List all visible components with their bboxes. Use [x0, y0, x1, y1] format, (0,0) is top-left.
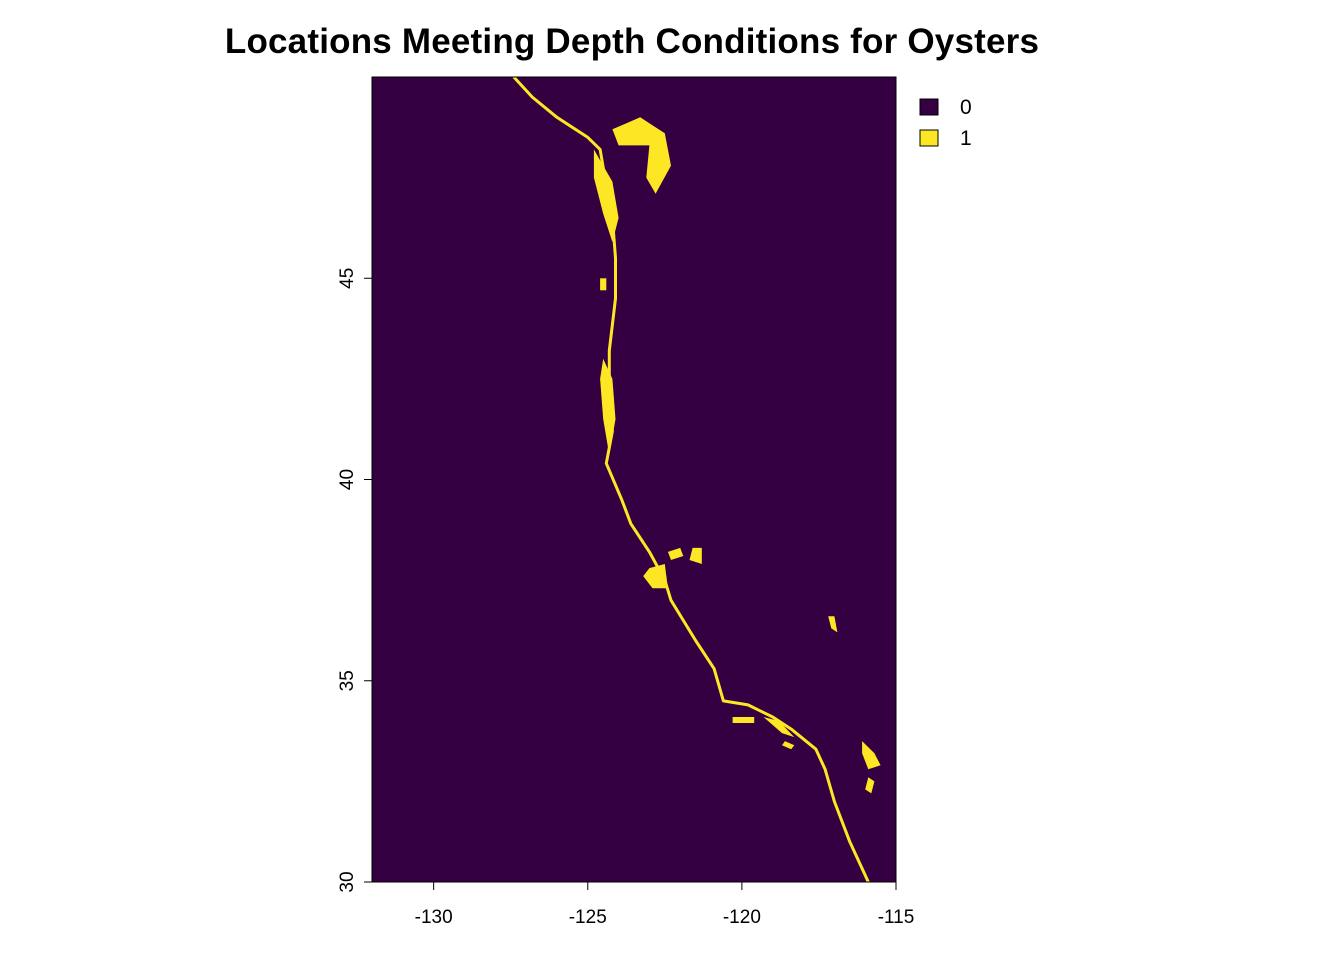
legend: 01: [919, 96, 972, 150]
suitable-patch-salton-sea: [862, 741, 881, 770]
suitable-cells-layer: [512, 75, 881, 883]
suitable-patch-salton-south: [865, 777, 875, 794]
suitable-patch-oregon-spot: [600, 278, 607, 291]
chart-title: Locations Meeting Depth Conditions for O…: [224, 22, 1040, 61]
suitable-patch-delta-patch: [689, 547, 702, 564]
x-tick-label: -120: [723, 907, 761, 928]
y-tick-label: 35: [337, 670, 358, 691]
y-tick-label: 40: [337, 469, 358, 490]
x-tick-label: -115: [878, 907, 915, 928]
x-tick-label: -130: [415, 907, 453, 928]
suitable-patch-puget-sound: [612, 117, 671, 194]
suitable-patch-channel-islands: [732, 717, 755, 723]
legend-swatch-0: [919, 98, 939, 116]
y-tick-label: 45: [337, 268, 358, 289]
suitable-patch-lake-fragment: [828, 616, 838, 633]
suitable-patch-gulf-farallones: [643, 564, 668, 589]
legend-label-1: 1: [960, 127, 972, 150]
suitable-patch-socal-bight: [763, 717, 795, 738]
x-axis: -130 -125 -120 -115: [415, 881, 915, 928]
y-tick-label: 30: [337, 871, 358, 892]
x-tick-label: -125: [569, 907, 607, 928]
suitable-patch-cape-blanco-shelf: [600, 358, 616, 456]
y-axis: 30 35 40 45: [337, 268, 373, 893]
legend-label-0: 0: [960, 96, 972, 119]
suitable-patch-san-pablo-bay: [667, 547, 684, 560]
legend-swatch-1: [919, 129, 939, 147]
suitable-patch-catalina: [782, 741, 795, 750]
suitable-patch-willapa-bay: [593, 149, 619, 242]
raster-background: [372, 77, 896, 882]
